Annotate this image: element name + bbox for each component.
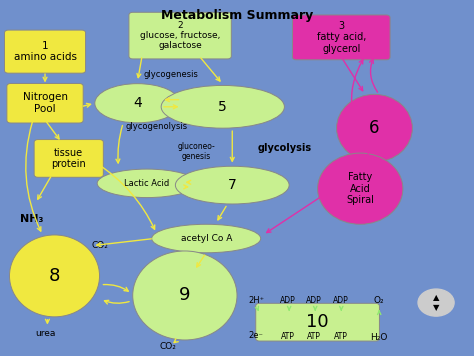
Text: 4: 4: [133, 96, 142, 110]
Ellipse shape: [152, 224, 261, 253]
Text: glycolysis: glycolysis: [257, 143, 311, 153]
Text: ADP: ADP: [280, 296, 296, 305]
Text: acetyl Co A: acetyl Co A: [181, 234, 232, 243]
Ellipse shape: [9, 235, 100, 317]
Text: glycogenesis: glycogenesis: [143, 70, 198, 79]
Text: 7: 7: [228, 178, 237, 192]
Text: H₂O: H₂O: [371, 333, 388, 342]
Text: ▲: ▲: [433, 293, 439, 302]
Text: ▼: ▼: [433, 303, 439, 313]
Text: CO₂: CO₂: [91, 241, 108, 250]
Text: tissue
protein: tissue protein: [51, 148, 86, 169]
FancyBboxPatch shape: [256, 303, 380, 341]
Text: O₂: O₂: [374, 296, 384, 305]
Ellipse shape: [97, 169, 197, 198]
Text: 9: 9: [179, 287, 191, 304]
Text: glycogenolysis: glycogenolysis: [125, 122, 188, 131]
Text: ATP: ATP: [334, 332, 348, 341]
Ellipse shape: [95, 84, 180, 123]
FancyBboxPatch shape: [292, 15, 390, 60]
Text: ATP: ATP: [281, 332, 295, 341]
Text: Lactic Acid: Lactic Acid: [124, 179, 170, 188]
FancyBboxPatch shape: [129, 12, 231, 59]
Text: urea: urea: [35, 329, 55, 338]
Circle shape: [418, 289, 454, 316]
Text: ADP: ADP: [306, 296, 322, 305]
Ellipse shape: [337, 94, 412, 162]
Text: 6: 6: [369, 119, 380, 137]
Text: 1
amino acids: 1 amino acids: [14, 41, 76, 62]
Text: 5: 5: [219, 100, 227, 114]
Text: ATP: ATP: [307, 332, 321, 341]
Text: gluconeo-
genesis: gluconeo- genesis: [178, 142, 216, 161]
Text: 2
glucose, fructose,
galactose: 2 glucose, fructose, galactose: [140, 21, 220, 51]
Text: 3
fatty acid,
glycerol: 3 fatty acid, glycerol: [317, 21, 366, 54]
Text: Nitrogen
Pool: Nitrogen Pool: [23, 93, 67, 114]
Text: 8: 8: [49, 267, 60, 285]
Text: 10: 10: [306, 313, 329, 331]
FancyBboxPatch shape: [7, 84, 83, 123]
Text: 2H⁺: 2H⁺: [248, 296, 264, 305]
Text: Metabolism Summary: Metabolism Summary: [161, 9, 313, 22]
Text: ADP: ADP: [333, 296, 349, 305]
Ellipse shape: [133, 251, 237, 340]
Ellipse shape: [161, 85, 284, 128]
Ellipse shape: [318, 153, 403, 224]
Ellipse shape: [175, 166, 289, 204]
Text: Fatty
Acid
Spiral: Fatty Acid Spiral: [346, 172, 374, 205]
Text: NH₃: NH₃: [20, 214, 43, 224]
Text: 2e⁻: 2e⁻: [248, 331, 264, 340]
FancyBboxPatch shape: [34, 140, 103, 177]
FancyBboxPatch shape: [5, 30, 85, 73]
Text: CO₂: CO₂: [160, 342, 177, 351]
